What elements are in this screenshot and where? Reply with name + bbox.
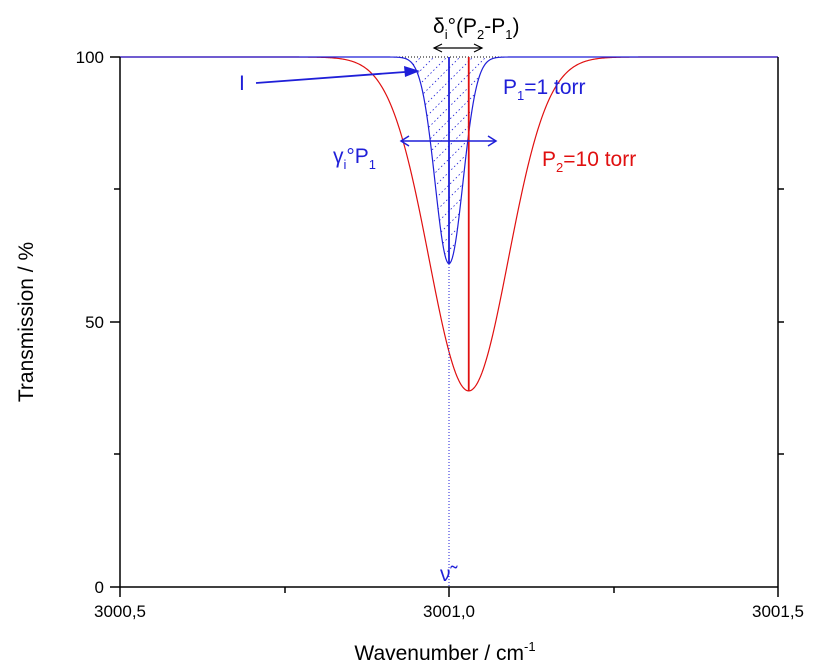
- hatch-line: [132, 57, 364, 264]
- hatch-line: [639, 57, 778, 264]
- width-arrow: [399, 135, 498, 147]
- x-axis-ticks: [119, 587, 779, 597]
- hatch-line: [210, 57, 442, 264]
- width-annotation-label: γi°P1: [333, 145, 376, 172]
- hatch-line: [288, 57, 520, 264]
- y-tick-label-50: 50: [85, 313, 104, 332]
- intensity-arrow-head: [404, 66, 420, 77]
- hatch-line: [197, 57, 429, 264]
- hatch-line: [626, 57, 778, 264]
- hatch-line: [652, 57, 778, 264]
- intensity-arrow-line: [255, 71, 406, 84]
- hatched-integrated-area: [120, 57, 778, 264]
- series-label-p2: P2=10 torr: [542, 148, 636, 175]
- hatch-line: [120, 57, 351, 264]
- hatch-line: [678, 57, 778, 264]
- y-tick-label-100: 100: [76, 48, 104, 67]
- x-tick-label-3000-5: 3000,5: [94, 602, 146, 621]
- intensity-label: I: [239, 72, 245, 95]
- x-tick-label-3001-0: 3001,0: [423, 602, 475, 621]
- nu-center-label: ν̃: [440, 563, 459, 586]
- series-label-p1: P1=1 torr: [503, 76, 586, 103]
- y-tick-label-0: 0: [95, 578, 104, 597]
- y-axis-title: Transmission / %: [15, 242, 38, 402]
- y-axis-ticks: [110, 56, 784, 588]
- x-tick-label-3001-5: 3001,5: [752, 602, 804, 621]
- hatch-line: [704, 57, 778, 264]
- hatch-line: [691, 57, 778, 264]
- hatch-line: [730, 57, 778, 264]
- hatch-line: [665, 57, 778, 264]
- shift-arrow: [432, 43, 484, 53]
- hatch-line: [717, 57, 778, 264]
- hatch-line: [613, 57, 778, 264]
- hatch-line: [262, 57, 494, 264]
- x-axis-title: Wavenumber / cm-1: [354, 639, 535, 665]
- hatch-line: [275, 57, 507, 264]
- hatch-line: [756, 57, 778, 264]
- shift-annotation-label: δi°(P2-P1): [433, 15, 519, 42]
